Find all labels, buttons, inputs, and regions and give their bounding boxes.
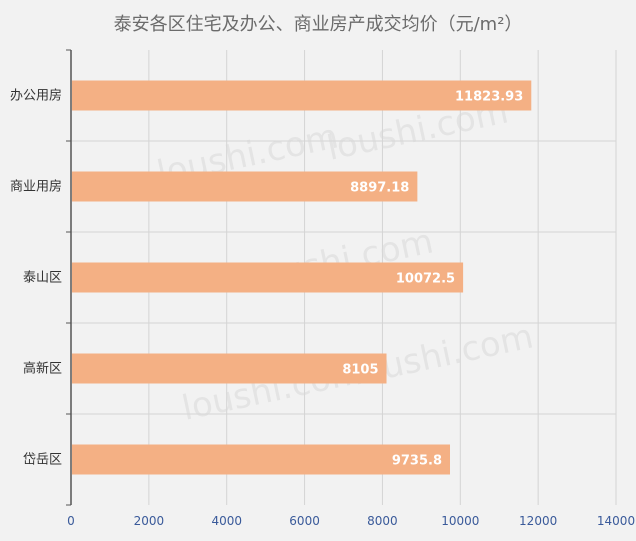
bar [72,444,451,475]
x-tick-label: 8000 [367,514,398,528]
x-tick-label: 14000 [597,514,635,528]
bar-value-label: 10072.5 [396,272,455,287]
chart-title: 泰安各区住宅及办公、商业房产成交均价（元/m²） [113,14,523,35]
x-tick-label: 6000 [289,514,320,528]
labels: 0 2000 4000 6000 8000 10000 12000 14000 办公用房 1182… [10,88,635,529]
bar [72,171,418,202]
x-tick-label: 4000 [211,514,242,528]
bar-value-label: 8105 [342,363,378,378]
category-label: 岱岳区 [23,453,62,468]
x-tick-label: 0 [67,514,75,528]
bar [72,353,387,384]
bar-value-label: 11823.93 [455,90,523,105]
bar [72,262,464,293]
category-label: 泰山区 [23,271,62,286]
category-label: 高新区 [23,361,62,377]
category-label: 商业用房 [10,179,62,195]
x-tick-label: 2000 [134,514,165,528]
bar-value-label: 8897.18 [350,181,409,196]
x-tick-label: 10000 [441,514,479,528]
bars [72,80,532,475]
bar-value-label: 9735.8 [392,454,442,469]
axes [66,49,72,506]
category-label: 办公用房 [10,88,62,104]
x-tick-label: 12000 [519,514,557,528]
bar [72,80,532,111]
